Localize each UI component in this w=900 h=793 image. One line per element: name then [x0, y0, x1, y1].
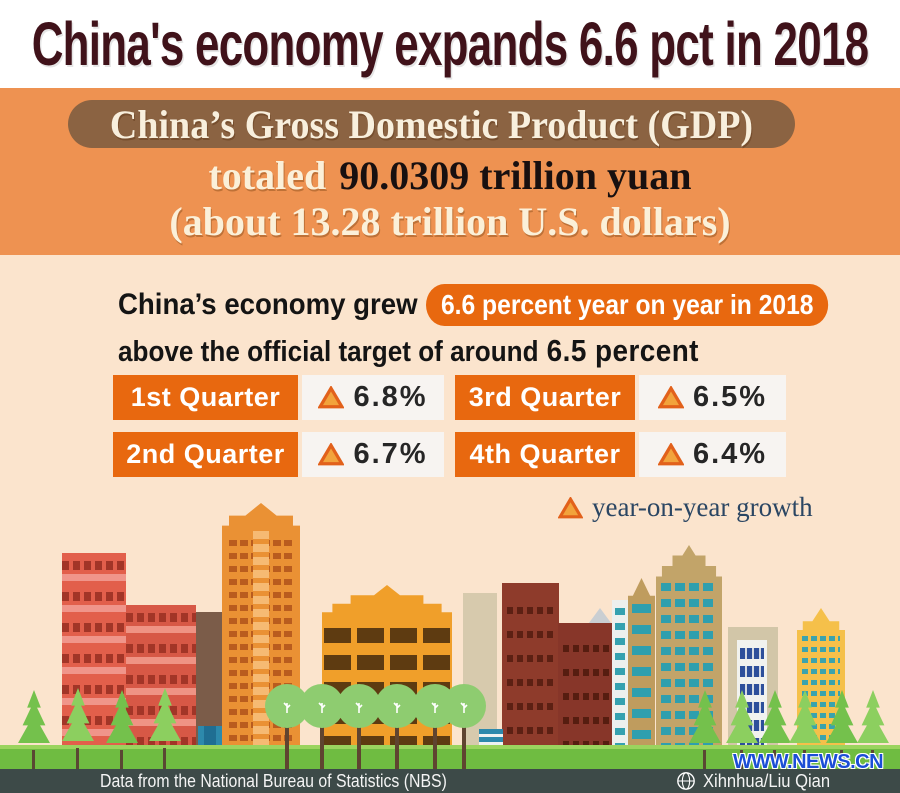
growth-highlight-badge: 6.6 percent year on year in 2018: [425, 284, 829, 326]
pine-tree: [686, 690, 724, 772]
round-tree: [442, 684, 486, 773]
growth-triangle-icon: [558, 496, 583, 518]
pine-tree: [854, 690, 892, 772]
growth-target-value: 6.5 percent: [546, 333, 699, 368]
quarters-row-2: 2nd Quarter 6.7% 4th Quarter 6.4%: [113, 432, 786, 477]
quarter-label: 4th Quarter: [455, 432, 635, 477]
quarter-value: 6.5%: [639, 375, 786, 420]
round-tree: [300, 684, 344, 773]
legend: year-on-year growth: [558, 492, 813, 523]
gdp-total-value: 90.0309 trillion yuan: [339, 153, 692, 198]
page-title: China's economy expands 6.6 pct in 2018: [31, 10, 869, 78]
growth-triangle-icon: [318, 443, 345, 466]
growth-target-prefix: above the official target of around: [118, 336, 539, 368]
quarter-value-text: 6.8%: [353, 381, 428, 413]
growth-target-line: above the official target of around 6.5 p…: [118, 333, 699, 369]
website-url: WWW.NEWS.CN: [733, 751, 884, 773]
xinhua-globe-icon: [677, 772, 695, 790]
growth-triangle-icon: [318, 386, 345, 409]
pine-tree: [786, 690, 824, 772]
quarter-label: 2nd Quarter: [113, 432, 298, 477]
pine-tree: [59, 688, 97, 770]
sprout-icon: [318, 702, 326, 713]
quarter-value-text: 6.7%: [353, 438, 428, 470]
pine-tree: [723, 690, 761, 772]
pine-tree: [103, 690, 141, 772]
quarter-value-text: 6.5%: [692, 381, 768, 413]
data-source-note: Data from the National Bureau of Statist…: [100, 770, 447, 791]
growth-triangle-icon: [657, 386, 684, 409]
gdp-section: China’s Gross Domestic Product (GDP) tot…: [0, 88, 900, 255]
quarter-value-text: 6.4%: [692, 438, 768, 470]
legend-label: year-on-year growth: [592, 492, 813, 522]
pine-tree: [15, 690, 53, 772]
building-big-tan-tower: [656, 545, 722, 755]
gdp-badge: China’s Gross Domestic Product (GDP): [68, 100, 795, 148]
quarter-label: 1st Quarter: [113, 375, 298, 420]
credit-line: Xihnhua/Liu Qian: [676, 769, 841, 793]
round-tree: [265, 684, 309, 773]
quarter-value: 6.8%: [302, 375, 444, 420]
round-tree: [337, 684, 381, 773]
pine-tree: [146, 688, 184, 770]
quarters-row-1: 1st Quarter 6.8% 3rd Quarter 6.5%: [113, 375, 786, 420]
building-tan-teal: [628, 578, 655, 755]
sprout-icon: [283, 702, 291, 713]
quarter-label: 3rd Quarter: [455, 375, 635, 420]
gdp-usd-note: (about 13.28 trillion U.S. dollars): [169, 199, 731, 244]
gdp-badge-label: China’s Gross Domestic Product (GDP): [109, 101, 754, 147]
sprout-icon: [355, 702, 363, 713]
quarter-value: 6.7%: [302, 432, 444, 477]
grass-strip: [0, 745, 900, 769]
building-white-teal: [612, 600, 628, 753]
title-bar: China's economy expands 6.6 pct in 2018: [0, 0, 900, 88]
building-amber: [322, 585, 452, 755]
gdp-totaled-label: totaled: [208, 153, 327, 198]
gdp-total-line: totaled 90.0309 trillion yuan: [0, 154, 900, 198]
footer-bar: Data from the National Bureau of Statist…: [0, 769, 900, 793]
sprout-icon: [460, 702, 468, 713]
pine-tree: [756, 690, 794, 772]
credit-text: Xihnhua/Liu Qian: [703, 770, 831, 791]
sprout-icon: [393, 702, 401, 713]
growth-lead-line: China’s economy grew 6.6 percent year on…: [118, 284, 883, 326]
round-tree: [375, 684, 419, 773]
building-maroon-front: [558, 623, 618, 753]
building-maroon: [502, 583, 559, 753]
sprout-icon: [431, 702, 439, 713]
growth-triangle-icon: [657, 443, 684, 466]
growth-lead-text: China’s economy grew: [118, 288, 418, 321]
pine-tree: [823, 690, 861, 772]
quarter-value: 6.4%: [639, 432, 786, 477]
